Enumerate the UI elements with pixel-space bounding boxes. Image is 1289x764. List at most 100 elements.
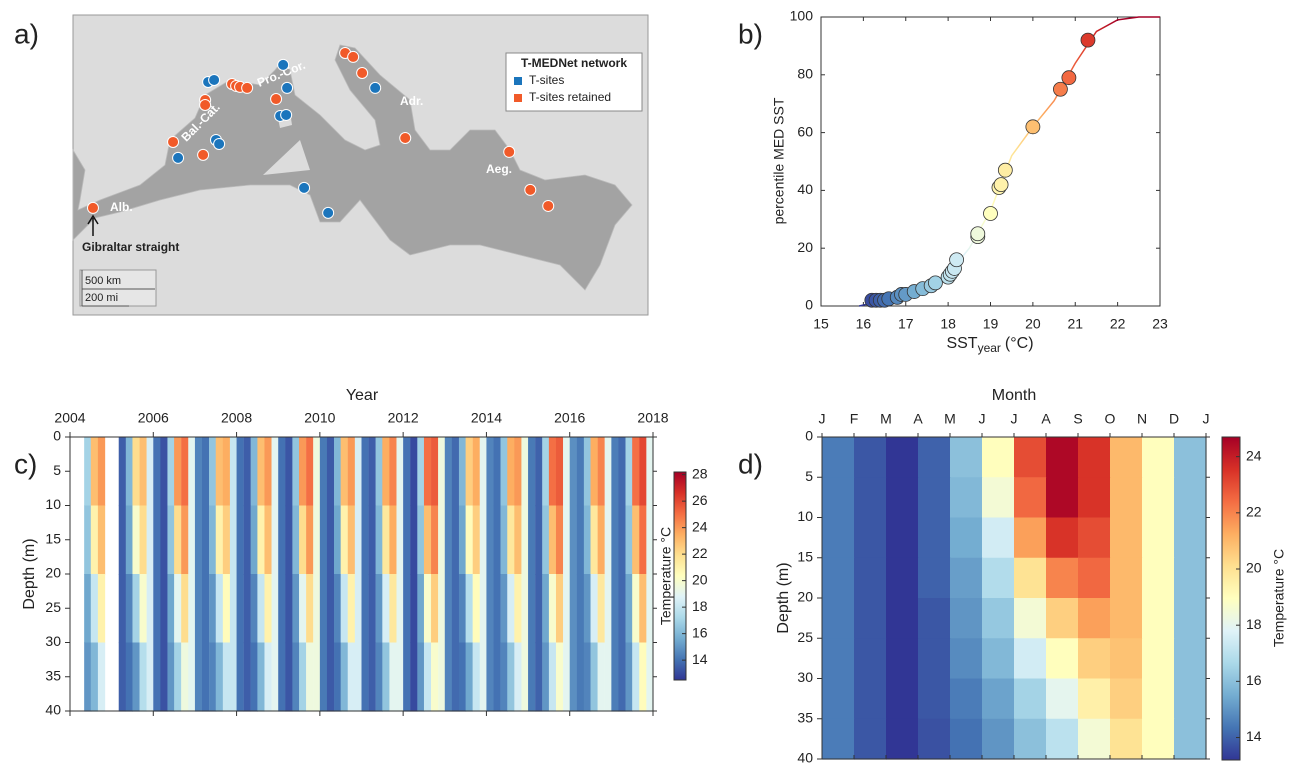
heat-cell [576,574,585,644]
heat-cell [1046,437,1079,478]
heat-cell [423,642,432,712]
heat-cell [458,505,467,575]
heat-cell [576,642,585,712]
heat-cell [389,437,397,507]
heat-cell [982,718,1015,760]
y-tick-label: 30 [797,669,813,685]
heat-cell [202,574,210,644]
heat-cell [403,437,411,507]
heat-cell [886,598,919,639]
heat-cell [1046,598,1079,639]
heat-cell [982,557,1015,599]
heat-cell [444,505,453,575]
y-tick-label: 10 [797,508,813,524]
heat-cell [569,437,577,507]
heat-cell [886,718,919,760]
heat-cell [417,437,425,507]
map-islands [263,112,310,175]
heat-cell [271,574,279,644]
heat-cell [139,574,147,644]
heat-cell [535,642,543,712]
heat-cell [950,517,983,559]
heat-cell [264,437,272,507]
heat-cell [431,437,439,507]
heat-cell [646,505,654,575]
site [524,183,537,196]
heat-cell [202,437,210,507]
heat-cell [264,574,272,644]
heat-cell [326,437,335,507]
region-label: Alb. [110,200,133,214]
legend-swatch [514,94,522,102]
heat-cell [375,437,383,507]
heat-cell [500,437,508,507]
heat-cell [486,574,494,644]
x-tick-label: M [880,411,892,427]
heat-cell [854,598,887,639]
heat-cell [375,505,383,575]
heat-cell [229,437,238,507]
heat-cell [982,477,1015,519]
heat-cell [236,505,244,575]
heat-cell [361,574,369,644]
heat-cell [423,437,432,507]
heat-cell [215,437,224,507]
heat-cell [354,437,363,507]
y-tick-label: 25 [797,629,813,645]
heat-cell [528,642,536,712]
heat-cell [822,557,855,599]
heat-cell [1110,718,1143,760]
heat-cell [431,505,439,575]
colorbar-tick-label: 24 [692,518,708,534]
heat-cell [1142,598,1175,639]
heat-cell [319,437,328,507]
heat-cell [854,678,887,720]
heat-cell [486,505,494,575]
heat-cell [236,642,244,712]
heat-cell [1014,598,1047,639]
heat-cell [222,642,231,712]
heat-cell [542,437,550,507]
heat-cell [389,574,397,644]
heat-cell [465,505,473,575]
heat-cell [854,557,887,599]
heat-cell [396,574,404,644]
heat-cell [132,574,140,644]
site-point [997,162,1013,178]
colorbar-label: Temperature °C [1271,549,1287,647]
heat-cell [918,638,951,680]
heat-cell [257,574,265,644]
x-tick-label: F [850,411,859,427]
panel-label: c) [14,448,37,479]
heat-cell [410,574,418,644]
heat-cell [625,574,633,644]
heat-cell [982,638,1015,680]
heat-cell [306,642,314,712]
heat-cell [950,718,983,760]
site [86,201,99,214]
heat-cell [125,505,134,575]
heat-cell [160,437,168,507]
heat-cell [90,505,99,575]
heat-cell [118,642,126,712]
heat-cell [243,642,251,712]
heat-cell [97,574,106,644]
heat-cell [181,505,189,575]
heat-cell [918,517,951,559]
heat-cell [950,437,983,478]
heat-cell [822,517,855,559]
heat-cell [202,505,210,575]
heat-cell [97,505,106,575]
y-tick-label: 15 [797,548,813,564]
heat-cell [555,574,564,644]
heat-cell [1046,678,1079,720]
x-tick-label: 17 [898,316,914,332]
heat-cell [417,642,425,712]
heat-cell [458,642,467,712]
heat-cell [555,437,564,507]
y-tick-label: 40 [797,750,813,764]
y-tick-label: 35 [45,667,61,683]
heat-cell [368,437,376,507]
heat-cell [822,437,855,478]
